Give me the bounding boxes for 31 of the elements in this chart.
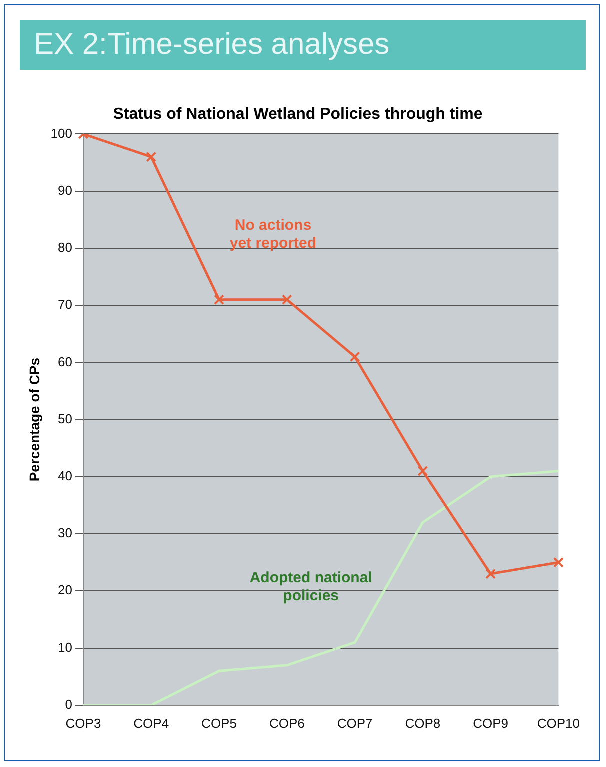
y-tick-label: 30: [58, 526, 72, 541]
y-axis-title: Percentage of CPs: [26, 358, 42, 482]
x-tick-label: COP4: [134, 716, 170, 731]
y-tick-label: 50: [58, 411, 72, 426]
point: [146, 152, 157, 162]
x-tick-label: COP3: [66, 716, 102, 731]
x-tick-label: COP5: [202, 716, 237, 731]
y-tick-label: 20: [58, 582, 72, 598]
text: No actions yet reported: [230, 216, 317, 252]
x-tick-label: COP10: [537, 716, 580, 731]
point: [418, 466, 428, 476]
point: [486, 568, 496, 580]
x-tick-label: COP6: [269, 716, 305, 731]
x-tick-label: COP9: [473, 716, 509, 731]
y-tick-label: 100: [50, 126, 72, 141]
y-tick-label: 10: [58, 640, 72, 655]
y-tick-label: 40: [58, 468, 72, 484]
y-tick-label: 0: [65, 696, 72, 712]
point: [214, 294, 225, 306]
point: [350, 352, 360, 362]
chart-title: Status of National Wetland Policies through time: [113, 106, 483, 124]
x-tick-label: COP7: [337, 716, 373, 731]
y-tick-label: 90: [58, 182, 72, 198]
point: [553, 557, 564, 568]
y-tick-label: 80: [58, 240, 72, 256]
x-tick-label: COP8: [405, 716, 441, 731]
y-tick-label: 60: [58, 354, 72, 370]
series-label: Adopted national policies: [250, 570, 372, 605]
text: EX 2:Time-series analyses: [20, 20, 586, 70]
point: [282, 294, 292, 306]
y-tick-label: 70: [58, 297, 72, 312]
